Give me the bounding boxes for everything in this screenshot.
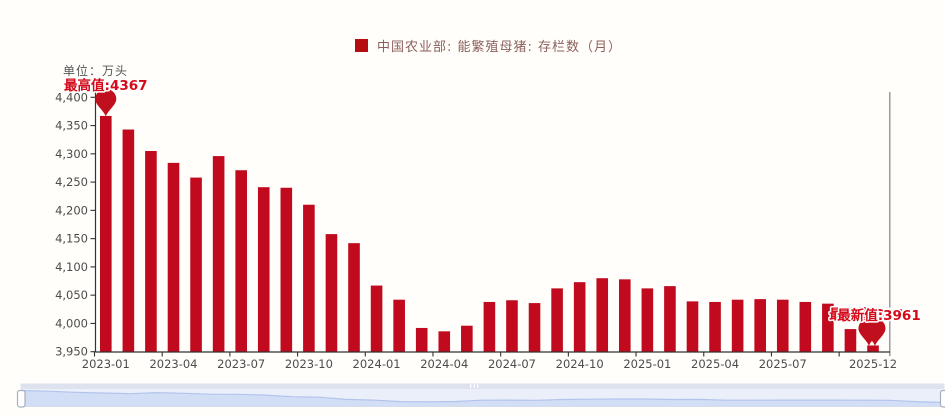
- x-axis-label: 2024-04: [420, 357, 468, 371]
- pin-marker-icon: [864, 318, 886, 346]
- y-axis-label: 4,050: [55, 288, 88, 302]
- y-axis-label: 3,950: [55, 345, 88, 359]
- pin-marker-icon: [95, 88, 117, 117]
- slider-move-handle[interactable]: [20, 383, 945, 390]
- slider-grip-icon: [473, 384, 475, 389]
- bar-2024-05[interactable]: [461, 325, 473, 352]
- max-value-annotation: 最高值:4367: [64, 77, 147, 94]
- bar-2025-02[interactable]: [664, 286, 676, 352]
- bar-2025-10[interactable]: [844, 329, 857, 352]
- lowest-value-annotation: 最低值:3961: [829, 306, 912, 323]
- bar-2025-09[interactable]: [822, 303, 834, 352]
- legend-item[interactable]: 中国农业部: 能繁殖母猪: 存栏数（月）: [0, 36, 945, 55]
- bar-2024-07[interactable]: [506, 300, 518, 352]
- bar-2024-04[interactable]: [438, 331, 451, 352]
- x-axis-label: 2024-07: [488, 357, 536, 371]
- bar-2025-06[interactable]: [754, 299, 766, 352]
- latest-value-annotation: 最新值:3961: [837, 307, 920, 324]
- bar-2024-10[interactable]: [573, 282, 586, 352]
- bar-chart: 4,400 4,350 4,300 4,250 4,200 4,150 4,100 4,050…: [55, 76, 922, 372]
- bar-2023-05[interactable]: [190, 177, 202, 352]
- bar-2024-11[interactable]: [596, 278, 609, 352]
- y-axis-label: 4,000: [55, 316, 88, 330]
- bar-2023-06[interactable]: [212, 156, 225, 352]
- bar-2023-01[interactable]: [100, 115, 112, 353]
- slider-right-handle[interactable]: [939, 389, 945, 408]
- x-axis-label: 2023-01: [82, 357, 130, 371]
- y-axis-label: 4,300: [55, 147, 88, 161]
- bar-2025-04[interactable]: [709, 301, 721, 352]
- bar-2025-12[interactable]: [867, 345, 879, 352]
- unit-label: 单位：万头: [63, 64, 129, 78]
- bar-2024-01[interactable]: [370, 285, 383, 352]
- bar-2023-09[interactable]: [280, 187, 293, 352]
- slider-data-line: [20, 389, 944, 404]
- bar-2023-12[interactable]: [348, 243, 360, 352]
- x-axis-label: 2025-01: [623, 357, 671, 371]
- bar-2023-11[interactable]: [325, 234, 338, 352]
- x-axis-label: 2025-04: [691, 357, 739, 371]
- slider-left-handle[interactable]: [16, 389, 26, 408]
- slider-grip-icon: [470, 384, 472, 389]
- x-axis-label: 2023-07: [217, 357, 265, 371]
- bar-2023-04[interactable]: [167, 162, 180, 352]
- y-axis-label: 4,150: [55, 232, 88, 246]
- bar-2024-09[interactable]: [551, 288, 563, 352]
- x-axis-label: 2025-12: [849, 357, 897, 371]
- bar-2024-12[interactable]: [618, 279, 631, 352]
- bar-2024-08[interactable]: [528, 303, 541, 352]
- bar-2024-06[interactable]: [483, 301, 496, 352]
- x-axis-label: 2024-01: [353, 357, 401, 371]
- x-axis-label: 2023-10: [285, 357, 333, 371]
- legend-label: 中国农业部: 能繁殖母猪: 存栏数（月）: [376, 40, 623, 55]
- bar-2024-03[interactable]: [415, 327, 428, 352]
- bar-2025-01[interactable]: [641, 288, 654, 352]
- bar-2023-03[interactable]: [145, 151, 157, 352]
- bar-2025-08[interactable]: [799, 301, 812, 352]
- bar-2025-03[interactable]: [686, 301, 699, 352]
- y-axis-label: 4,100: [55, 260, 88, 274]
- bar-2023-02[interactable]: [122, 129, 135, 352]
- y-axis-label: 4,200: [55, 203, 88, 217]
- x-axis-label: 2023-04: [149, 357, 197, 371]
- y-axis-label: 4,400: [55, 90, 88, 104]
- x-axis-label: 2025-07: [759, 357, 807, 371]
- bar-2025-07[interactable]: [776, 299, 789, 352]
- y-axis-label: 4,250: [55, 175, 88, 189]
- bar-2023-07[interactable]: [235, 170, 247, 352]
- x-axis-label: 2024-10: [556, 357, 604, 371]
- slider-grip-icon: [477, 384, 479, 389]
- bar-2023-10[interactable]: [303, 204, 315, 352]
- bar-2023-08[interactable]: [257, 187, 270, 352]
- y-axis-label: 4,350: [55, 119, 88, 133]
- slider-data-shadow: [21, 390, 943, 407]
- datazoom-slider[interactable]: [0, 381, 945, 415]
- bar-2025-05[interactable]: [731, 299, 744, 352]
- legend-marker-icon: [354, 39, 368, 52]
- bar-2024-02[interactable]: [393, 299, 405, 352]
